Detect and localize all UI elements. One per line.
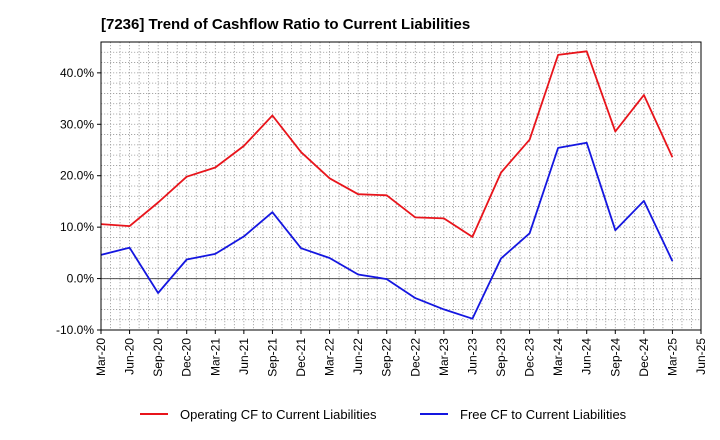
series-line-operating-cf bbox=[100, 50, 674, 238]
x-tick-label: Mar-24 bbox=[551, 338, 565, 376]
x-tick-label: Sep-21 bbox=[265, 338, 279, 377]
x-tick-label: Dec-24 bbox=[637, 338, 651, 377]
grid bbox=[100, 41, 702, 331]
legend-label: Operating CF to Current Liabilities bbox=[180, 407, 377, 422]
y-axis: -10.0% 0.0% 10.0% 20.0% 30.0% 40.0% bbox=[56, 66, 101, 337]
y-tick-label: 20.0% bbox=[60, 169, 94, 183]
series-line-free-cf bbox=[100, 141, 674, 320]
x-tick-label: Sep-22 bbox=[380, 338, 394, 377]
x-axis: Mar-20 Jun-20 Sep-20 Dec-20 Mar-21 Jun-21 Sep-… bbox=[94, 330, 708, 377]
x-tick-label: Jun-20 bbox=[123, 338, 137, 375]
plot-frame bbox=[100, 41, 702, 331]
y-tick-label: 40.0% bbox=[60, 66, 94, 80]
legend: Operating CF to Current Liabilities Free … bbox=[140, 407, 627, 422]
x-tick-label: Sep-20 bbox=[151, 338, 165, 377]
series-group bbox=[100, 50, 674, 320]
x-tick-label: Sep-24 bbox=[608, 338, 622, 377]
x-tick-label: Mar-20 bbox=[94, 338, 108, 376]
x-tick-label: Sep-23 bbox=[494, 338, 508, 377]
x-tick-label: Jun-25 bbox=[694, 338, 708, 375]
x-tick-label: Dec-23 bbox=[523, 338, 537, 377]
x-tick-label: Mar-21 bbox=[208, 338, 222, 376]
chart-title: [7236] Trend of Cashflow Ratio to Curren… bbox=[101, 16, 470, 33]
legend-label: Free CF to Current Liabilities bbox=[460, 407, 627, 422]
x-tick-label: Jun-21 bbox=[237, 338, 251, 375]
x-tick-label: Dec-20 bbox=[180, 338, 194, 377]
x-tick-label: Jun-24 bbox=[580, 338, 594, 375]
y-tick-label: 0.0% bbox=[67, 272, 95, 286]
x-tick-label: Jun-23 bbox=[465, 338, 479, 375]
x-tick-label: Dec-22 bbox=[408, 338, 422, 377]
x-tick-label: Dec-21 bbox=[294, 338, 308, 377]
y-tick-label: 10.0% bbox=[60, 220, 94, 234]
x-tick-label: Mar-23 bbox=[437, 338, 451, 376]
x-tick-label: Jun-22 bbox=[351, 338, 365, 375]
x-tick-label: Mar-25 bbox=[665, 338, 679, 376]
y-tick-label: 30.0% bbox=[60, 117, 94, 131]
y-tick-label: -10.0% bbox=[56, 323, 94, 337]
x-tick-label: Mar-22 bbox=[323, 338, 337, 376]
